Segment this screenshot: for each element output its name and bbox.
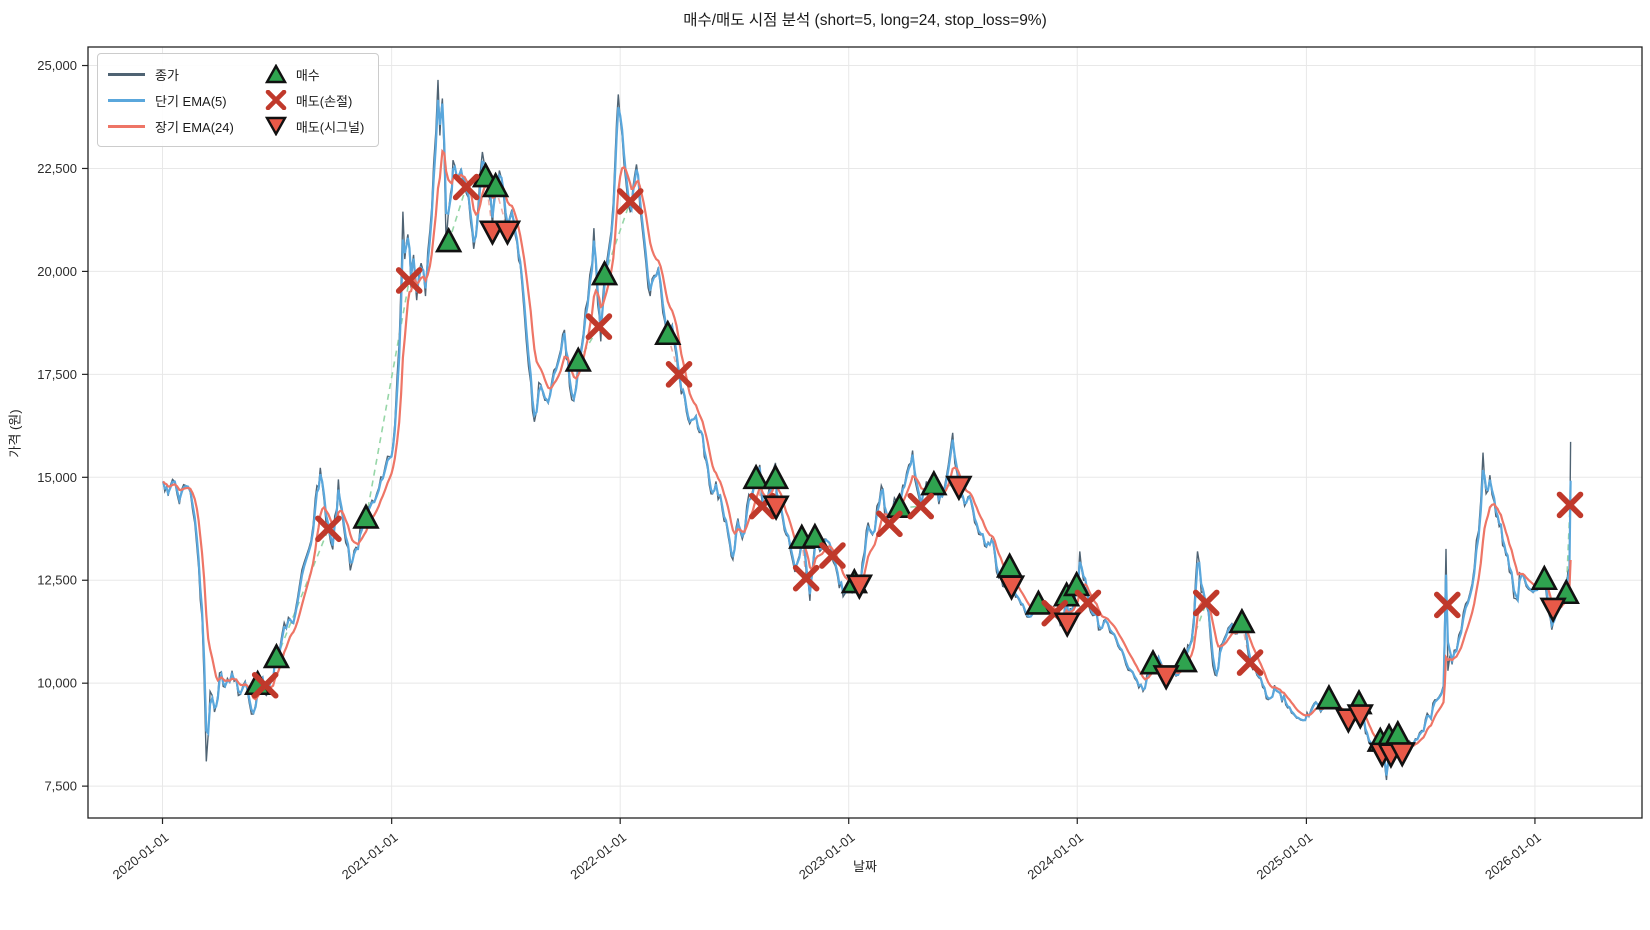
buy-marker: [262, 642, 291, 669]
buy-marker: [1552, 578, 1580, 605]
legend-marker-column: 매수 매도(손절) 매도(시그널): [264, 61, 364, 139]
legend-item-short-ema: 단기 EMA(5): [108, 87, 234, 113]
legend-item-long-ema: 장기 EMA(24): [108, 113, 234, 139]
stop-loss-sell-marker: [1074, 589, 1102, 617]
signal-sell-marker: [845, 574, 874, 601]
buy-marker: [564, 346, 592, 372]
legend-label-long-ema: 장기 EMA(24): [155, 119, 234, 135]
close-price-line: [162, 79, 1572, 781]
axis-ticks: [82, 64, 1536, 824]
stop-loss-sell-marker: [876, 510, 903, 538]
legend-item-sell-signal: 매도(시그널): [264, 113, 364, 139]
signal-sell-marker: [997, 575, 1026, 601]
stop-loss-sell-marker: [792, 564, 820, 592]
stop-loss-sell-marker: [665, 361, 693, 388]
stop-loss-sell-marker: [1236, 649, 1264, 676]
signal-sell-marker: [1053, 612, 1081, 639]
chart-title: 매수/매도 시점 분석 (short=5, long=24, stop_loss…: [683, 12, 1047, 29]
signal-sell-marker: [945, 475, 973, 502]
stop-loss-sell-marker: [819, 542, 846, 569]
signal-sell-marker: [1346, 704, 1374, 730]
grid-lines: [88, 47, 1642, 818]
legend-label-buy: 매수: [295, 67, 320, 83]
stop-loss-sell-marker: [907, 492, 935, 520]
sell-signal-triangle-icon: [264, 115, 288, 137]
buy-marker: [434, 226, 463, 253]
long-ema-line-swatch: [108, 124, 145, 128]
x-axis-label: 날짜: [853, 859, 877, 874]
axis-tick-labels: 7,500 10,000 12,500 15,000 17,500 20,000 22,50…: [37, 58, 1544, 882]
y-tick-label: 17,500: [37, 367, 77, 382]
legend-label-close: 종가: [155, 67, 179, 83]
short-ema-line-swatch: [108, 98, 145, 102]
stop-loss-sell-marker: [452, 173, 480, 201]
y-tick-label: 22,500: [37, 161, 77, 176]
legend-label-sell-signal: 매도(시그널): [295, 119, 365, 135]
close-line-swatch: [108, 72, 145, 76]
stop-loss-markers: [251, 173, 1584, 699]
buy-marker: [352, 503, 380, 529]
signal-sell-marker: [1388, 742, 1416, 768]
legend-item-sell-stop: 매도(손절): [264, 87, 364, 113]
y-tick-label: 12,500: [37, 573, 77, 588]
buy-marker: [742, 463, 770, 490]
stop-loss-sell-marker: [585, 313, 613, 340]
stop-loss-sell-marker: [315, 515, 342, 543]
buy-marker: [1228, 607, 1256, 634]
legend-label-short-ema: 단기 EMA(5): [155, 93, 227, 109]
y-tick-label: 7,500: [44, 779, 77, 794]
buy-marker: [1315, 683, 1343, 710]
buy-marker: [801, 522, 829, 549]
buy-marker: [481, 171, 510, 198]
stop-loss-sell-marker: [1192, 589, 1220, 617]
stop-loss-sell-marker: [251, 671, 279, 699]
series-lines: [162, 79, 1572, 781]
legend-item-buy: 매수: [264, 61, 364, 87]
legend-line-column: 종가 단기 EMA(5) 장기 EMA(24): [108, 61, 234, 139]
signal-sell-marker: [493, 220, 522, 246]
stop-loss-sell-marker: [1556, 491, 1584, 519]
y-tick-label: 20,000: [37, 264, 77, 279]
signal-sell-marker: [762, 495, 790, 522]
signal-sell-marker: [1539, 597, 1567, 624]
y-tick-label: 15,000: [37, 470, 77, 485]
buy-marker: [654, 319, 682, 346]
y-axis-label: 가격 (원): [7, 409, 23, 458]
buy-marker: [590, 259, 619, 286]
stop-loss-sell-marker: [395, 267, 423, 294]
buy-marker: [1530, 564, 1558, 591]
stop-loss-x-icon: [264, 89, 288, 111]
buy-triangle-icon: [264, 63, 288, 85]
stop-loss-sell-marker: [616, 188, 644, 215]
legend: 종가 단기 EMA(5) 장기 EMA(24) 매수: [97, 53, 380, 147]
signal-sell-markers: [478, 220, 1567, 769]
y-tick-label: 25,000: [37, 58, 77, 73]
stop-loss-sell-marker: [1433, 591, 1461, 619]
short-ema-line: [162, 99, 1572, 776]
buy-marker: [761, 463, 790, 490]
y-tick-label: 10,000: [37, 676, 77, 691]
legend-item-close: 종가: [108, 61, 234, 87]
legend-label-sell-stop: 매도(손절): [295, 93, 353, 109]
signal-sell-marker: [1152, 665, 1180, 691]
buy-marker: [920, 469, 948, 496]
long-ema-line: [162, 148, 1572, 758]
plot-border: [87, 46, 1643, 819]
